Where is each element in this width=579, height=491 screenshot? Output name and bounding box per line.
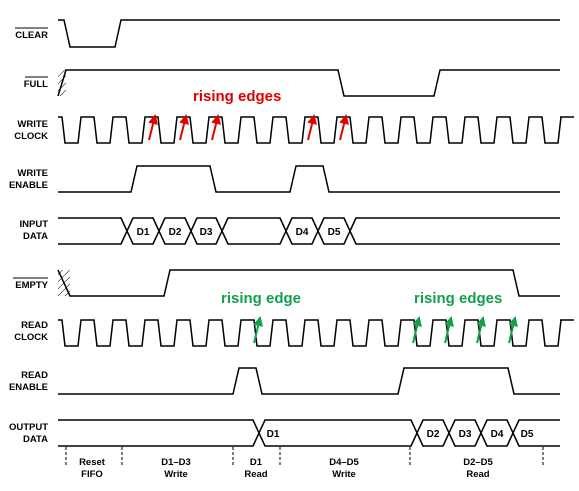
clear-label: CLEAR [15,30,48,41]
read-clock-label-line2: CLOCK [14,332,48,343]
write-enable-label-line2: ENABLE [9,180,48,191]
write-clock-label-line2: CLOCK [14,131,48,142]
read-enable-label-line1: READ [21,370,48,381]
rising-edge-arrow [307,114,317,141]
write-clock-label-line1: WRITE [17,119,48,130]
read-enable-waveform [58,367,560,395]
input-word-d4: D4 [296,227,309,238]
full-label: FULL [24,79,48,90]
read-clock-label-line1: READ [21,320,48,331]
full-waveform-group [57,69,560,97]
input-word-d2: D2 [169,227,182,238]
output-word-d1: D1 [267,429,280,440]
rising-edge-arrow [211,114,221,141]
read-edge-arrows [253,316,518,344]
input-bus-outline [58,217,560,245]
write-enable-label-line1: WRITE [17,168,48,179]
signal-labels: CLEAR FULL WRITE CLOCK WRITE ENABLE INPU… [9,27,49,445]
read-enable-label-line2: ENABLE [9,382,48,393]
write-edges-annotation: rising edges [193,88,281,105]
output-data-label-line1: OUTPUT [9,422,48,433]
phase-read2-line2: Read [466,469,489,480]
rising-edge-arrow [339,114,349,141]
read-edges-annotation: rising edges [414,290,502,307]
phase-write1-line1: D1–D3 [161,457,191,468]
read-clock-waveform [58,319,574,347]
output-data-bus: D1 D2 D3 D4 D5 [58,419,560,447]
full-waveform [57,69,560,97]
rising-edge-arrow [476,316,486,344]
clear-waveform [58,19,560,48]
input-data-label-line2: DATA [23,231,48,242]
phase-write1-line2: Write [164,469,188,480]
phase-read2-line1: D2–D5 [463,457,493,468]
input-word-d3: D3 [200,227,213,238]
input-word-d5: D5 [328,227,341,238]
empty-waveform [57,269,560,297]
rising-edge-arrow [508,316,518,344]
input-data-label-line1: INPUT [20,219,49,230]
output-word-d4: D4 [491,429,504,440]
phase-labels: Reset FIFO D1–D3 Write D1 Read D4–D5 Wri… [79,457,493,480]
empty-waveform-group [57,269,560,297]
input-data-bus: D1 D2 D3 D4 D5 [58,217,560,245]
rising-edge-arrow [148,114,158,141]
rising-edge-arrow [412,316,422,344]
phase-reset-line1: Reset [79,457,106,468]
input-word-d1: D1 [137,227,150,238]
write-edge-arrows [148,114,349,141]
output-word-d5: D5 [521,429,534,440]
output-data-label-line2: DATA [23,434,48,445]
output-bus-outline [58,419,560,447]
rising-edge-arrow [253,316,263,344]
write-enable-waveform [58,165,560,193]
phase-dividers [65,447,544,466]
output-word-d2: D2 [427,429,440,440]
output-word-d3: D3 [459,429,472,440]
read-edge-annotation: rising edge [221,290,301,307]
phase-write2-line2: Write [332,469,356,480]
phase-read1-line2: Read [244,469,267,480]
phase-read1-line1: D1 [250,457,263,468]
rising-edge-arrow [444,316,454,344]
phase-write2-line1: D4–D5 [329,457,359,468]
phase-reset-line2: FIFO [81,469,103,480]
rising-edge-arrow [179,114,189,141]
write-clock-waveform [58,116,574,144]
empty-label: EMPTY [15,280,48,291]
